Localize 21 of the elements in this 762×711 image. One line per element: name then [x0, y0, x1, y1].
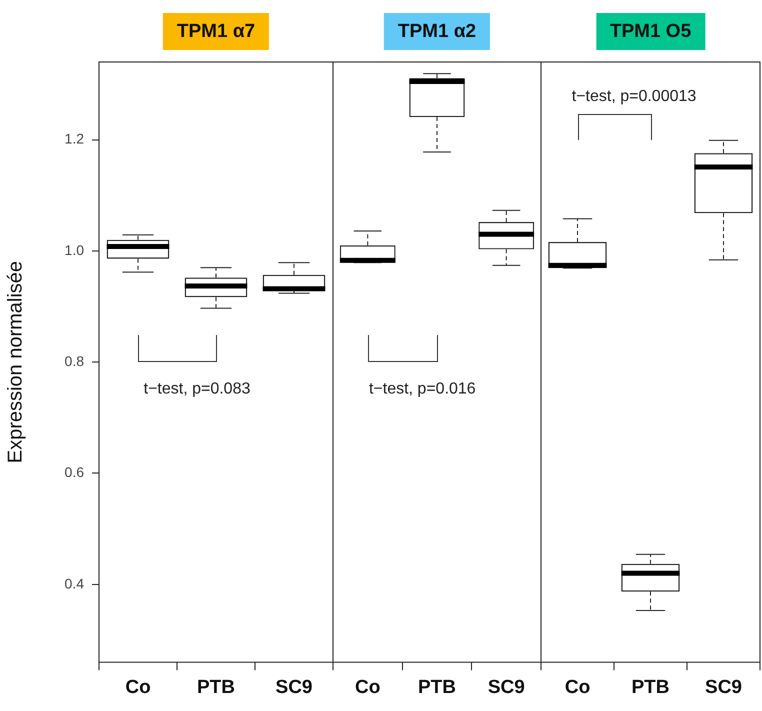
y-tick-label: 0.8 — [64, 352, 84, 369]
y-tick-label: 1.2 — [64, 130, 84, 147]
annotation: t−test, p=0.083 — [144, 380, 250, 398]
x-tick-label: SC9 — [705, 676, 742, 698]
y-tick-label: 0.6 — [64, 464, 84, 480]
chart-title: TPM1 O5 — [596, 13, 706, 50]
y-axis-title: Expression normalisée — [4, 260, 27, 464]
y-tick-label: 0.4 — [64, 575, 84, 592]
x-tick-label: PTB — [418, 676, 456, 698]
x-tick-label: PTB — [632, 676, 670, 698]
x-tick-label: SC9 — [488, 676, 525, 698]
annotation: t−test, p=0.00013 — [572, 88, 696, 106]
y-tick-label: 1.0 — [64, 242, 84, 258]
x-tick-label: PTB — [197, 676, 235, 698]
x-tick-label: SC9 — [276, 676, 312, 698]
x-tick-label: Co — [125, 676, 151, 698]
annotation: t−test, p=0.016 — [368, 380, 476, 398]
x-tick-label: Co — [355, 676, 380, 698]
chart-title: TPM1 α2 — [384, 13, 490, 50]
x-tick-label: Co — [564, 676, 590, 698]
chart-title: TPM1 α7 — [162, 13, 270, 50]
